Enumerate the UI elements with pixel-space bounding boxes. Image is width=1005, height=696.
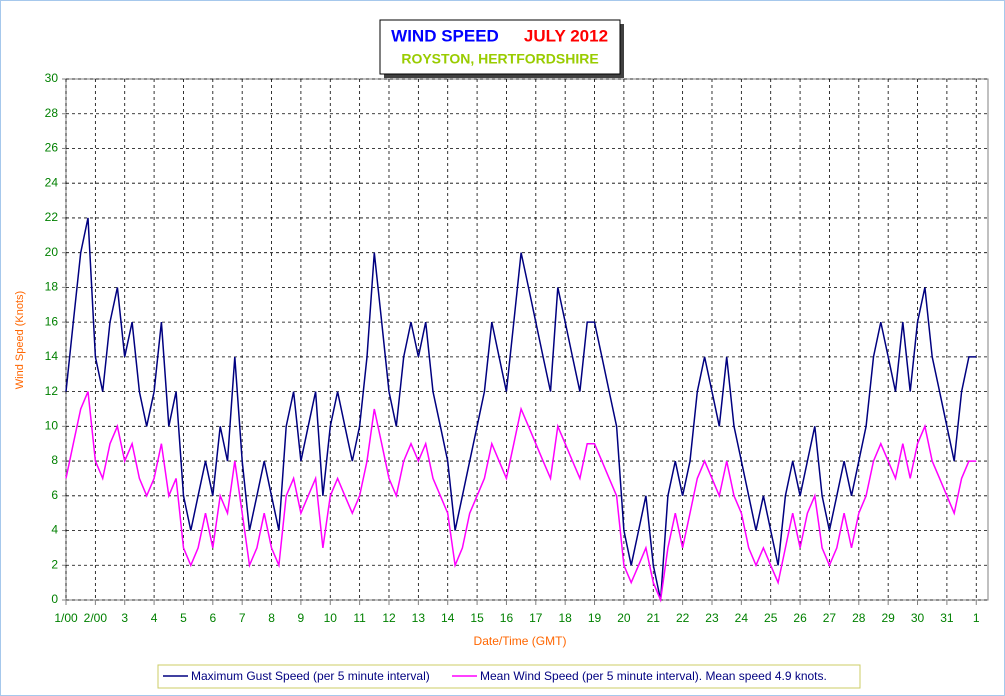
chart-subtitle: ROYSTON, HERTFORDSHIRE [401,51,598,67]
x-tick-label: 6 [209,611,216,625]
x-tick-label: 21 [647,611,661,625]
legend-box [157,664,861,689]
x-tick-label: 25 [764,611,778,625]
x-tick-label: 3 [121,611,128,625]
x-tick-label: 20 [617,611,631,625]
y-tick-label: 28 [45,106,59,120]
x-tick-label: 23 [705,611,719,625]
plot-area [65,78,989,601]
y-tick-label: 24 [45,175,59,189]
x-tick-label: 28 [852,611,866,625]
legend-label: Mean Wind Speed (per 5 minute interval).… [480,669,827,683]
legend-label: Maximum Gust Speed (per 5 minute interva… [191,669,430,683]
x-tick-label: 10 [324,611,338,625]
x-tick-label: 17 [529,611,543,625]
series-line [65,391,977,603]
y-tick-label: 14 [45,349,59,363]
x-tick-label: 1 [973,611,980,625]
x-tick-label: 9 [298,611,305,625]
y-tick-label: 16 [45,314,59,328]
x-tick-label: 5 [180,611,187,625]
x-tick-label: 4 [151,611,158,625]
x-tick-label: 29 [881,611,895,625]
y-tick-label: 26 [45,141,59,155]
x-axis-title: Date/Time (GMT) [474,634,567,648]
y-tick-label: 20 [45,245,59,259]
x-tick-label: 22 [676,611,690,625]
x-tick-label: 26 [793,611,807,625]
y-tick-label: 18 [45,280,59,294]
x-tick-label: 24 [735,611,749,625]
x-tick-label: 18 [558,611,572,625]
y-tick-label: 12 [45,384,59,398]
x-tick-label: 11 [353,611,366,625]
y-tick-label: 30 [45,71,59,85]
y-tick-label: 4 [51,523,58,537]
y-tick-label: 22 [45,210,59,224]
y-tick-label: 8 [51,453,58,467]
x-tick-label: 12 [382,611,396,625]
x-tick-label: 1/00 [54,611,78,625]
x-tick-label: 8 [268,611,275,625]
y-tick-label: 2 [51,557,58,571]
chart-title: WIND SPEED [391,26,499,45]
x-tick-label: 31 [940,611,954,625]
x-tick-label: 2/00 [84,611,108,625]
x-tick-label: 15 [470,611,484,625]
x-tick-label: 27 [823,611,837,625]
x-tick-label: 13 [412,611,426,625]
x-tick-label: 14 [441,611,455,625]
series-line [65,217,977,601]
x-tick-label: 7 [239,611,246,625]
chart-title-date: JULY 2012 [524,26,608,45]
x-tick-label: 30 [911,611,925,625]
y-tick-label: 10 [45,419,59,433]
y-axis-title: Wind Speed (Knots) [14,291,26,389]
y-tick-label: 0 [51,592,58,606]
x-tick-label: 19 [588,611,602,625]
title-box [379,19,621,75]
x-tick-label: 16 [500,611,514,625]
y-tick-label: 6 [51,488,58,502]
